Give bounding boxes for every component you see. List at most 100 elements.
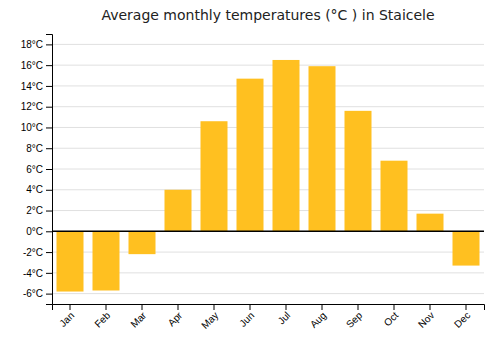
bars: [52, 60, 484, 292]
grid-line: [52, 148, 484, 149]
x-axis: Jan Feb Mar Apr May Jun Jul Aug Sep Oct Nov Dec: [53, 304, 485, 331]
x-tick: Oct: [382, 304, 401, 328]
y-tick: -6°C: [23, 288, 52, 299]
grid-line: [52, 127, 484, 128]
y-tick-mark: [46, 273, 52, 274]
y-tick-mark: [46, 252, 52, 253]
x-tick: Aug: [308, 304, 328, 330]
y-tick: 10°C: [21, 122, 52, 133]
x-tick-label: Aug: [308, 310, 328, 330]
y-tick-label: 4°C: [26, 184, 43, 195]
x-tick-mark: [322, 304, 323, 310]
x-tick-label: Jan: [57, 310, 76, 329]
x-tick-label: Jun: [237, 310, 256, 329]
title: Average monthly temperatures (°C ) in St…: [101, 7, 434, 23]
y-tick-label: -6°C: [23, 288, 43, 299]
x-tick-mark: [106, 304, 107, 310]
x-tick: May: [199, 304, 220, 331]
x-tick-mark: [70, 304, 71, 310]
grid-line: [52, 65, 484, 66]
grid-line: [52, 44, 484, 45]
x-tick-mark: [142, 304, 143, 310]
y-tick: 18°C: [21, 39, 52, 50]
x-tick-mark: [394, 304, 395, 310]
grid-line: [52, 293, 484, 294]
y-tick-label: 14°C: [21, 81, 43, 92]
x-tick: Nov: [416, 304, 436, 330]
y-axis: -6°C -4°C -2°C 0°C 2°C 4°C 6°C 8°C 10°C 12°C 14°C 1…: [21, 35, 53, 305]
bar: [201, 121, 228, 231]
y-tick-mark: [46, 86, 52, 87]
bar: [129, 231, 156, 254]
y-tick: 12°C: [21, 101, 52, 112]
x-tick-label: Apr: [166, 309, 185, 328]
y-tick-label: 12°C: [21, 101, 43, 112]
x-tick: Jan: [57, 304, 76, 329]
y-tick-mark: [46, 44, 52, 45]
bar: [273, 60, 300, 231]
x-tick-label: Jul: [276, 310, 293, 327]
y-tick-mark: [46, 148, 52, 149]
y-tick: 6°C: [26, 164, 52, 175]
bar: [309, 66, 336, 231]
x-tick-mark: [466, 304, 467, 310]
x-tick-mark: [286, 304, 287, 310]
grid-line: [52, 106, 484, 107]
x-tick: Feb: [92, 304, 112, 330]
y-tick-label: -2°C: [23, 247, 43, 258]
bar: [417, 214, 444, 232]
y-tick-label: 8°C: [26, 143, 43, 154]
y-tick-mark: [46, 107, 52, 108]
x-tick: Apr: [166, 304, 185, 328]
grid: [52, 44, 484, 293]
y-tick: 4°C: [26, 184, 52, 195]
bar: [453, 231, 480, 265]
grid-line: [52, 85, 484, 86]
x-tick-label: Nov: [416, 310, 436, 330]
grid-line: [52, 189, 484, 190]
x-tick: Mar: [128, 304, 148, 330]
x-tick-label: Mar: [128, 309, 148, 329]
x-tick: Jun: [237, 304, 256, 329]
y-tick-mark: [46, 65, 52, 66]
x-tick-mark: [250, 304, 251, 310]
y-tick-label: 6°C: [26, 164, 43, 175]
y-tick: 0°C: [26, 226, 52, 237]
bar: [165, 190, 192, 232]
zero-line: [52, 231, 484, 233]
y-tick-mark: [46, 211, 52, 212]
y-axis-line: [46, 35, 53, 305]
y-tick: 16°C: [21, 60, 52, 71]
x-tick-label: Oct: [382, 310, 401, 329]
y-tick-label: 10°C: [21, 122, 43, 133]
y-tick: -4°C: [23, 268, 52, 279]
x-tick: Jul: [276, 304, 293, 326]
y-tick: 14°C: [21, 81, 52, 92]
y-tick-label: -4°C: [23, 268, 43, 279]
y-tick-mark: [46, 231, 52, 232]
bar: [381, 161, 408, 232]
x-tick-mark: [178, 304, 179, 310]
grid-line: [52, 231, 484, 232]
chart: -6°C -4°C -2°C 0°C 2°C 4°C 6°C 8°C 10°C 12°C 14°C 1…: [0, 0, 500, 350]
y-tick-mark: [46, 294, 52, 295]
x-tick: Sep: [344, 304, 365, 330]
bar: [345, 111, 372, 231]
x-tick-label: Dec: [452, 310, 472, 330]
x-tick-label: Feb: [92, 309, 112, 329]
y-tick-label: 2°C: [26, 205, 43, 216]
y-tick: -2°C: [23, 247, 52, 258]
x-tick-label: Sep: [344, 309, 365, 330]
x-tick-mark: [430, 304, 431, 310]
bar: [237, 79, 264, 232]
x-tick: Dec: [452, 304, 472, 330]
y-tick-label: 18°C: [21, 39, 43, 50]
y-tick-label: 16°C: [21, 60, 43, 71]
y-tick-label: 0°C: [26, 226, 43, 237]
y-tick: 8°C: [26, 143, 52, 154]
bar: [57, 231, 84, 291]
chart-container: -6°C -4°C -2°C 0°C 2°C 4°C 6°C 8°C 10°C 12°C 14°C 1…: [0, 0, 500, 350]
y-tick-mark: [46, 190, 52, 191]
bar: [93, 231, 120, 290]
y-tick: 2°C: [26, 205, 52, 216]
